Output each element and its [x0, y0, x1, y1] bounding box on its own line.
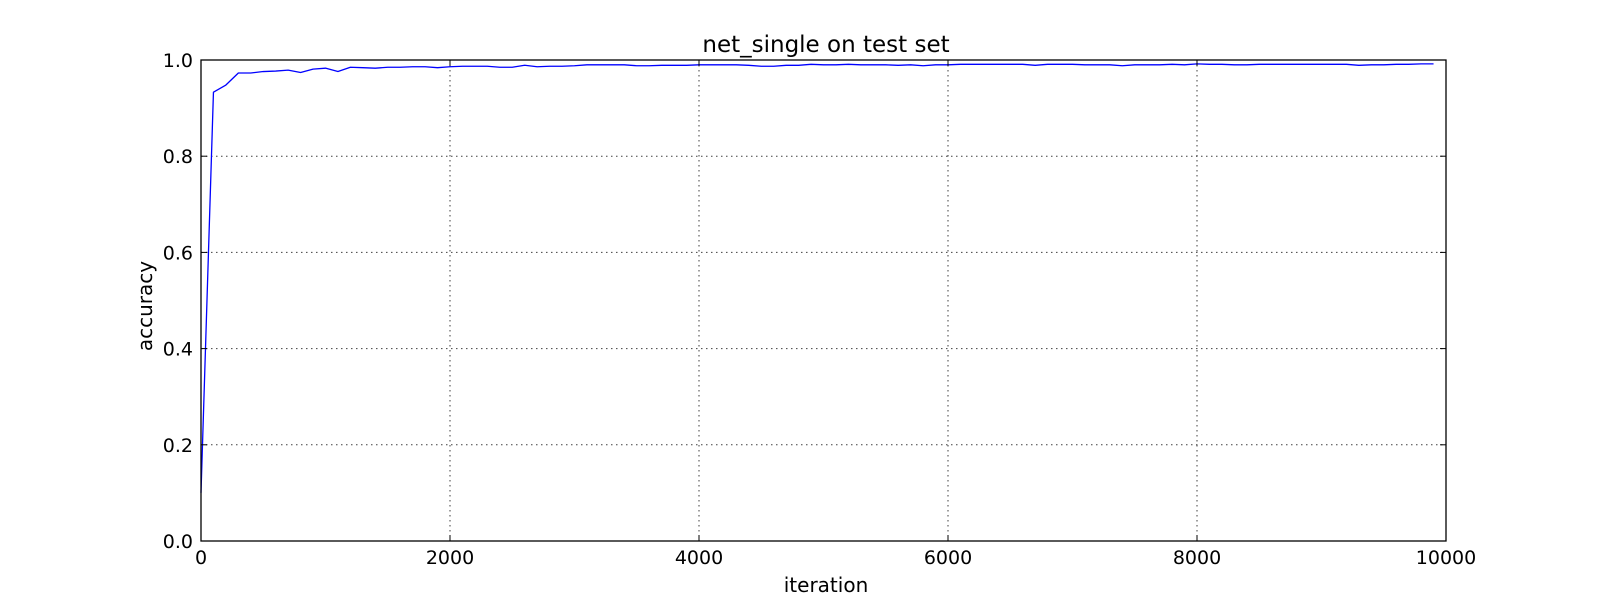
- x-axis-label: iteration: [784, 573, 869, 597]
- x-tick-label: 4000: [675, 547, 723, 569]
- x-tick-label: 0: [195, 547, 207, 569]
- y-tick-label: 0.4: [163, 339, 193, 361]
- grid-lines: [201, 60, 1446, 541]
- x-tick-label: 8000: [1173, 547, 1221, 569]
- axis-ticks: [200, 59, 1447, 542]
- x-tick-label: 2000: [426, 547, 474, 569]
- y-axis-label: accuracy: [133, 261, 157, 351]
- x-tick-labels: 0 2000 4000 6000 8000 10000: [195, 547, 1476, 569]
- series-layer: [200, 63, 1434, 493]
- chart-title: net_single on test set: [702, 32, 949, 58]
- y-tick-label: 1.0: [163, 50, 193, 72]
- y-tick-label: 0.8: [163, 146, 193, 168]
- plot-frame: [200, 59, 1447, 542]
- y-tick-label: 0.2: [163, 435, 193, 457]
- x-tick-label: 10000: [1416, 547, 1476, 569]
- y-tick-labels: 0.0 0.2 0.4 0.6 0.8 1.0: [163, 50, 193, 553]
- x-tick-label: 6000: [924, 547, 972, 569]
- y-tick-label: 0.6: [163, 242, 193, 264]
- series-line-0: [200, 63, 1434, 493]
- y-tick-label: 0.0: [163, 531, 193, 553]
